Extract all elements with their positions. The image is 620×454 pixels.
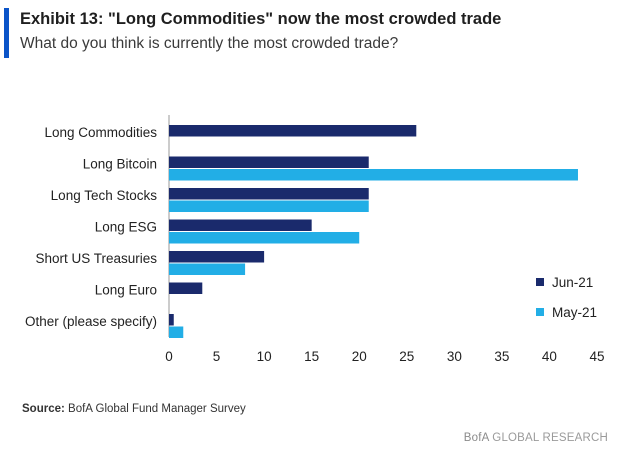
x-tick-label-40: 40 — [542, 349, 557, 364]
title-accent-bar — [4, 8, 9, 58]
chart-subtitle: What do you think is currently the most … — [20, 35, 399, 52]
legend-label-may-21: May-21 — [552, 305, 597, 320]
category-label-long-commodities: Long Commodities — [44, 125, 157, 140]
legend-swatch-jun-21 — [536, 278, 544, 286]
brand-footer: BofA GLOBAL RESEARCH — [464, 432, 608, 444]
source-text: BofA Global Fund Manager Survey — [68, 403, 246, 415]
category-label-long-bitcoin: Long Bitcoin — [83, 157, 157, 172]
source-note: Source: BofA Global Fund Manager Survey — [22, 403, 246, 415]
category-label-short-us-treasuries: Short US Treasuries — [35, 251, 157, 266]
x-tick-label-20: 20 — [352, 349, 367, 364]
brand-suffix: GLOBAL RESEARCH — [492, 432, 608, 444]
bar-jun-21-short-us-treasuries — [169, 251, 265, 263]
category-label-long-tech-stocks: Long Tech Stocks — [51, 188, 158, 203]
category-label-long-esg: Long ESG — [95, 220, 157, 235]
x-tick-label-0: 0 — [165, 349, 173, 364]
x-tick-label-10: 10 — [257, 349, 272, 364]
x-tick-label-5: 5 — [213, 349, 221, 364]
bar-jun-21-other-please-specify — [169, 314, 174, 326]
bar-jun-21-long-tech-stocks — [169, 188, 369, 200]
bar-may-21-short-us-treasuries — [169, 263, 246, 275]
brand-prefix: BofA — [463, 432, 489, 444]
bar-jun-21-long-euro — [169, 282, 203, 294]
x-tick-label-35: 35 — [494, 349, 509, 364]
legend-label-jun-21: Jun-21 — [552, 275, 593, 290]
bar-may-21-long-bitcoin — [169, 169, 578, 181]
source-label: Source: — [22, 403, 65, 415]
chart-title: Exhibit 13: "Long Commodities" now the m… — [20, 10, 502, 28]
bar-jun-21-long-commodities — [169, 125, 417, 137]
bar-jun-21-long-bitcoin — [169, 156, 369, 168]
x-tick-label-30: 30 — [447, 349, 462, 364]
bar-may-21-long-tech-stocks — [169, 200, 369, 212]
bar-may-21-long-esg — [169, 232, 360, 244]
category-label-other-please-specify: Other (please specify) — [25, 314, 157, 329]
category-label-long-euro: Long Euro — [95, 283, 157, 298]
x-tick-label-45: 45 — [589, 349, 604, 364]
bar-may-21-other-please-specify — [169, 326, 184, 338]
x-tick-label-25: 25 — [399, 349, 414, 364]
bar-jun-21-long-esg — [169, 219, 312, 231]
legend-swatch-may-21 — [536, 308, 544, 316]
x-tick-label-15: 15 — [304, 349, 319, 364]
